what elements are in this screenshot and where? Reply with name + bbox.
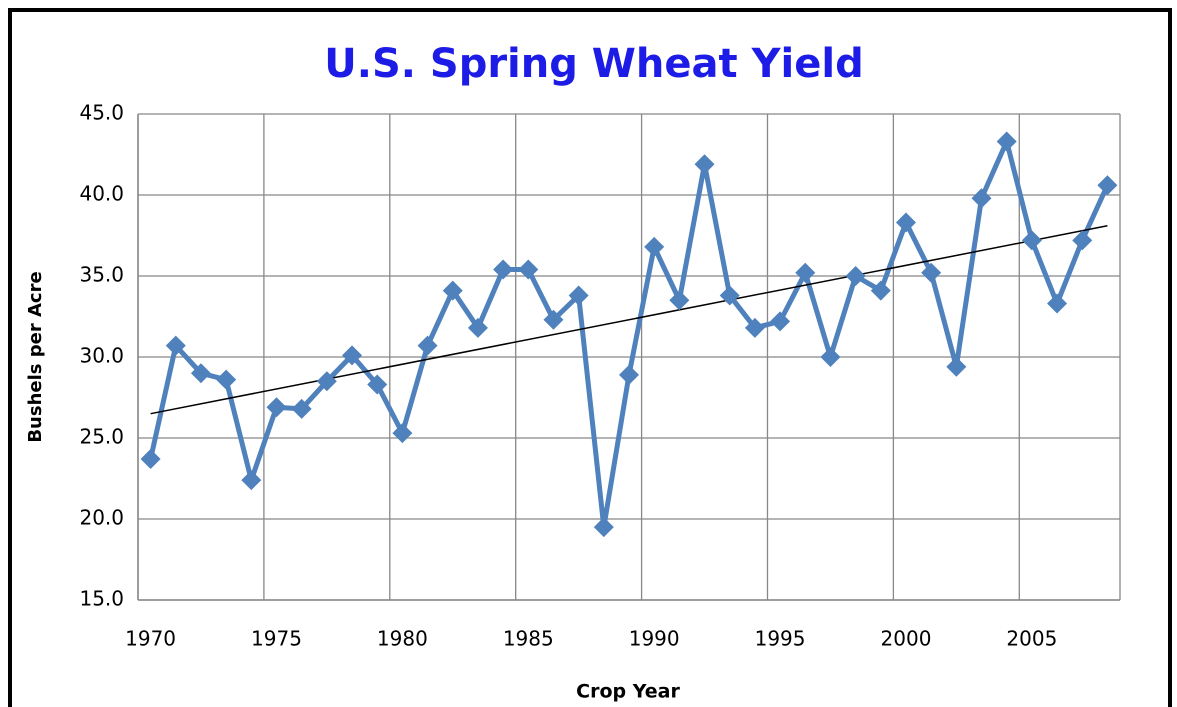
marker	[493, 259, 514, 280]
marker	[266, 397, 287, 418]
marker	[568, 285, 589, 306]
chart-frame	[8, 8, 1172, 707]
marker	[946, 356, 967, 377]
marker	[795, 262, 816, 283]
y-tick-label: 20.0	[79, 506, 124, 530]
marker	[442, 280, 463, 301]
marker	[241, 470, 262, 491]
marker	[367, 374, 388, 395]
marker	[216, 369, 237, 390]
marker	[316, 371, 337, 392]
x-tick-label: 1980	[377, 627, 428, 651]
marker	[770, 311, 791, 332]
marker	[694, 154, 715, 175]
marker	[165, 335, 186, 356]
y-tick-label: 15.0	[79, 587, 124, 611]
y-tick-label: 30.0	[79, 344, 124, 368]
marker	[644, 236, 665, 257]
x-tick-label: 1990	[629, 627, 680, 651]
marker	[1097, 175, 1118, 196]
marker	[921, 262, 942, 283]
marker	[1047, 293, 1068, 314]
marker	[518, 259, 539, 280]
x-tick-label: 1985	[503, 627, 554, 651]
x-tick-label: 1995	[755, 627, 806, 651]
marker	[190, 363, 211, 384]
marker	[820, 347, 841, 367]
marker	[669, 290, 690, 311]
y-tick-label: 45.0	[79, 101, 124, 125]
y-tick-label: 25.0	[79, 425, 124, 449]
x-tick-label: 2000	[881, 627, 932, 651]
trend-line	[150, 225, 1108, 415]
marker	[971, 188, 992, 209]
marker	[619, 364, 639, 385]
marker	[895, 212, 916, 233]
marker	[1072, 230, 1093, 251]
marker	[593, 517, 614, 538]
marker	[1021, 230, 1042, 251]
marker	[291, 398, 312, 419]
x-tick-label: 1975	[251, 627, 302, 651]
chart-title: U.S. Spring Wheat Yield	[324, 41, 863, 87]
x-axis-label: Crop Year	[576, 681, 680, 703]
marker	[719, 285, 740, 306]
marker	[392, 423, 413, 444]
marker	[543, 309, 564, 330]
marker	[467, 317, 488, 338]
y-tick-label: 40.0	[79, 182, 124, 206]
y-axis-label: Bushels per Acre	[25, 271, 46, 442]
x-tick-label: 1970	[125, 627, 176, 651]
marker	[870, 280, 891, 301]
marker	[744, 317, 765, 338]
marker	[845, 266, 866, 286]
marker	[996, 131, 1017, 152]
marker	[342, 345, 363, 366]
x-tick-label: 2005	[1006, 627, 1057, 651]
marker	[417, 335, 438, 356]
marker	[140, 449, 161, 470]
y-tick-label: 35.0	[79, 263, 124, 287]
